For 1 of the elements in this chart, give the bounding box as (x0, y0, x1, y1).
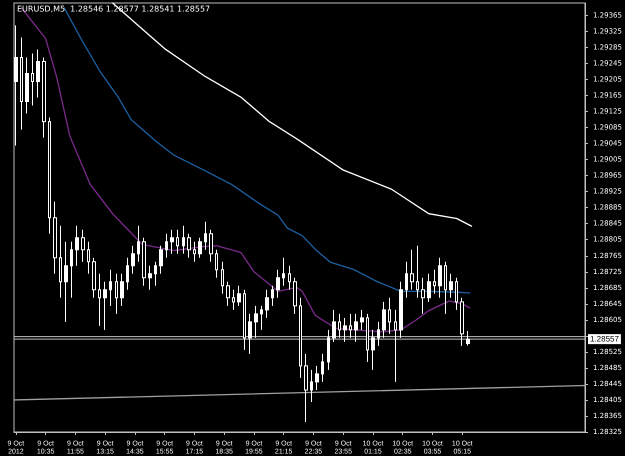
ref-line-label: 1.28557 (590, 334, 620, 344)
